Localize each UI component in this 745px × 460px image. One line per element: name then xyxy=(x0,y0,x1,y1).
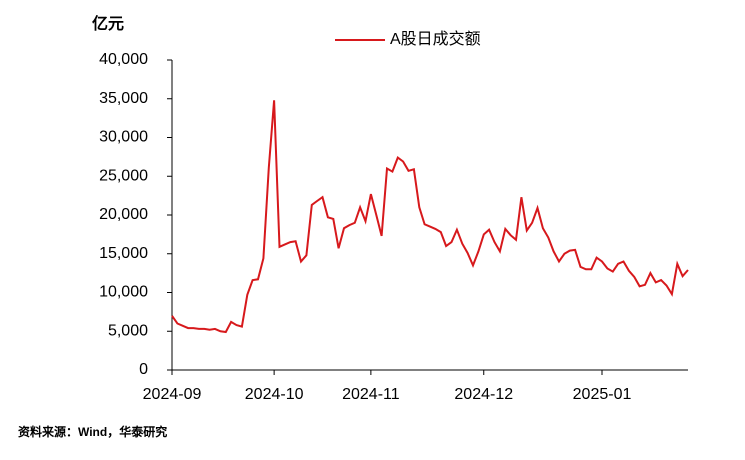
y-tick-label: 15,000 xyxy=(99,245,148,262)
y-tick-label: 40,000 xyxy=(99,51,148,68)
x-tick-label: 2025-01 xyxy=(573,386,632,403)
y-tick-label: 25,000 xyxy=(99,167,148,184)
y-tick-label: 30,000 xyxy=(99,129,148,146)
y-tick-label: 35,000 xyxy=(99,90,148,107)
y-tick-label: 5,000 xyxy=(108,322,148,339)
x-tick-label: 2024-10 xyxy=(245,386,304,403)
legend-label: A股日成交额 xyxy=(390,30,481,48)
source-note: 资料来源：Wind，华泰研究 xyxy=(18,424,167,439)
series-line xyxy=(171,100,689,334)
y-tick-label: 0 xyxy=(139,361,148,378)
y-tick-label: 10,000 xyxy=(99,284,148,301)
x-tick-label: 2024-12 xyxy=(454,386,513,403)
x-tick-label: 2024-11 xyxy=(342,386,400,403)
y-tick-label: 20,000 xyxy=(99,206,148,223)
x-tick-label: 2024-09 xyxy=(143,386,202,403)
y-unit-label: 亿元 xyxy=(92,14,124,33)
